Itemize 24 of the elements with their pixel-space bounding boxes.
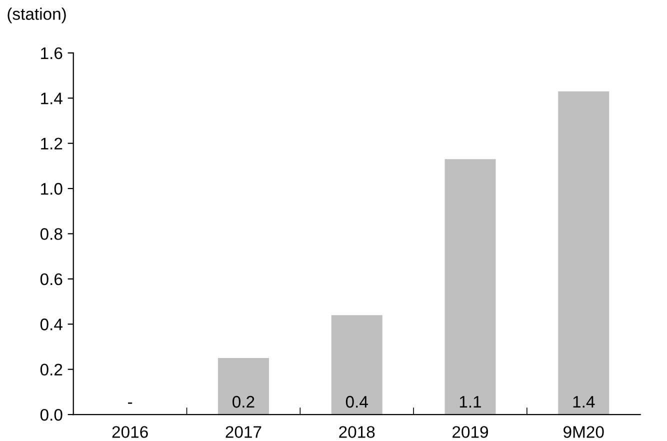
x-tick-label: 2018 xyxy=(339,426,375,438)
y-axis-title: (station) xyxy=(8,8,66,24)
x-tick-label: 9M20 xyxy=(564,426,604,438)
y-tick-label: 0.6 xyxy=(40,273,62,286)
y-tick-label: 0.4 xyxy=(40,318,62,330)
x-tick-label: 2017 xyxy=(226,426,262,438)
bar xyxy=(444,159,496,415)
data-label: 0.2 xyxy=(232,396,254,408)
y-tick-label: 0.8 xyxy=(40,228,62,240)
y-tick-label: 1.2 xyxy=(41,138,62,150)
y-tick-label: 0.0 xyxy=(40,408,62,421)
data-label: - xyxy=(128,402,132,404)
y-tick-label: 1.4 xyxy=(41,92,62,104)
bar xyxy=(218,358,269,415)
bar xyxy=(558,91,610,415)
y-tick-label: 1.6 xyxy=(41,47,62,60)
x-tick-label: 2019 xyxy=(452,426,488,438)
bar xyxy=(331,315,382,415)
y-tick-label: 1.0 xyxy=(41,182,62,195)
y-tick-label: 0.2 xyxy=(40,364,62,376)
x-tick-label: 2016 xyxy=(112,426,148,438)
data-label: 1.4 xyxy=(573,396,595,408)
data-label: 1.1 xyxy=(460,396,482,408)
data-label: 0.4 xyxy=(346,396,368,408)
